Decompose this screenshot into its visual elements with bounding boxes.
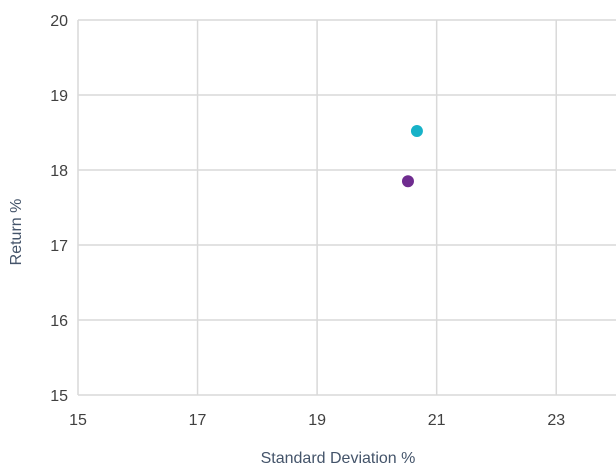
x-tick-labels: 15 17 19 21 23 — [69, 412, 565, 429]
grid-lines — [77, 19, 616, 396]
x-tick-label: 19 — [308, 412, 326, 429]
x-tick-label: 15 — [69, 412, 87, 429]
x-tick-label: 23 — [547, 412, 565, 429]
data-points — [401, 125, 423, 188]
x-tick-label: 21 — [428, 412, 446, 429]
y-axis-title: Return % — [8, 199, 25, 266]
x-tick-label: 17 — [189, 412, 207, 429]
y-tick-label: 17 — [50, 238, 68, 255]
x-axis-title: Standard Deviation % — [261, 450, 416, 467]
data-point — [410, 125, 423, 137]
y-tick-label: 16 — [50, 313, 68, 330]
y-tick-label: 19 — [50, 88, 68, 105]
y-tick-label: 15 — [50, 388, 68, 405]
y-tick-labels: 15 16 17 18 19 20 — [50, 13, 68, 405]
y-tick-label: 18 — [50, 163, 68, 180]
y-tick-label: 20 — [50, 13, 68, 30]
data-point — [401, 175, 414, 188]
